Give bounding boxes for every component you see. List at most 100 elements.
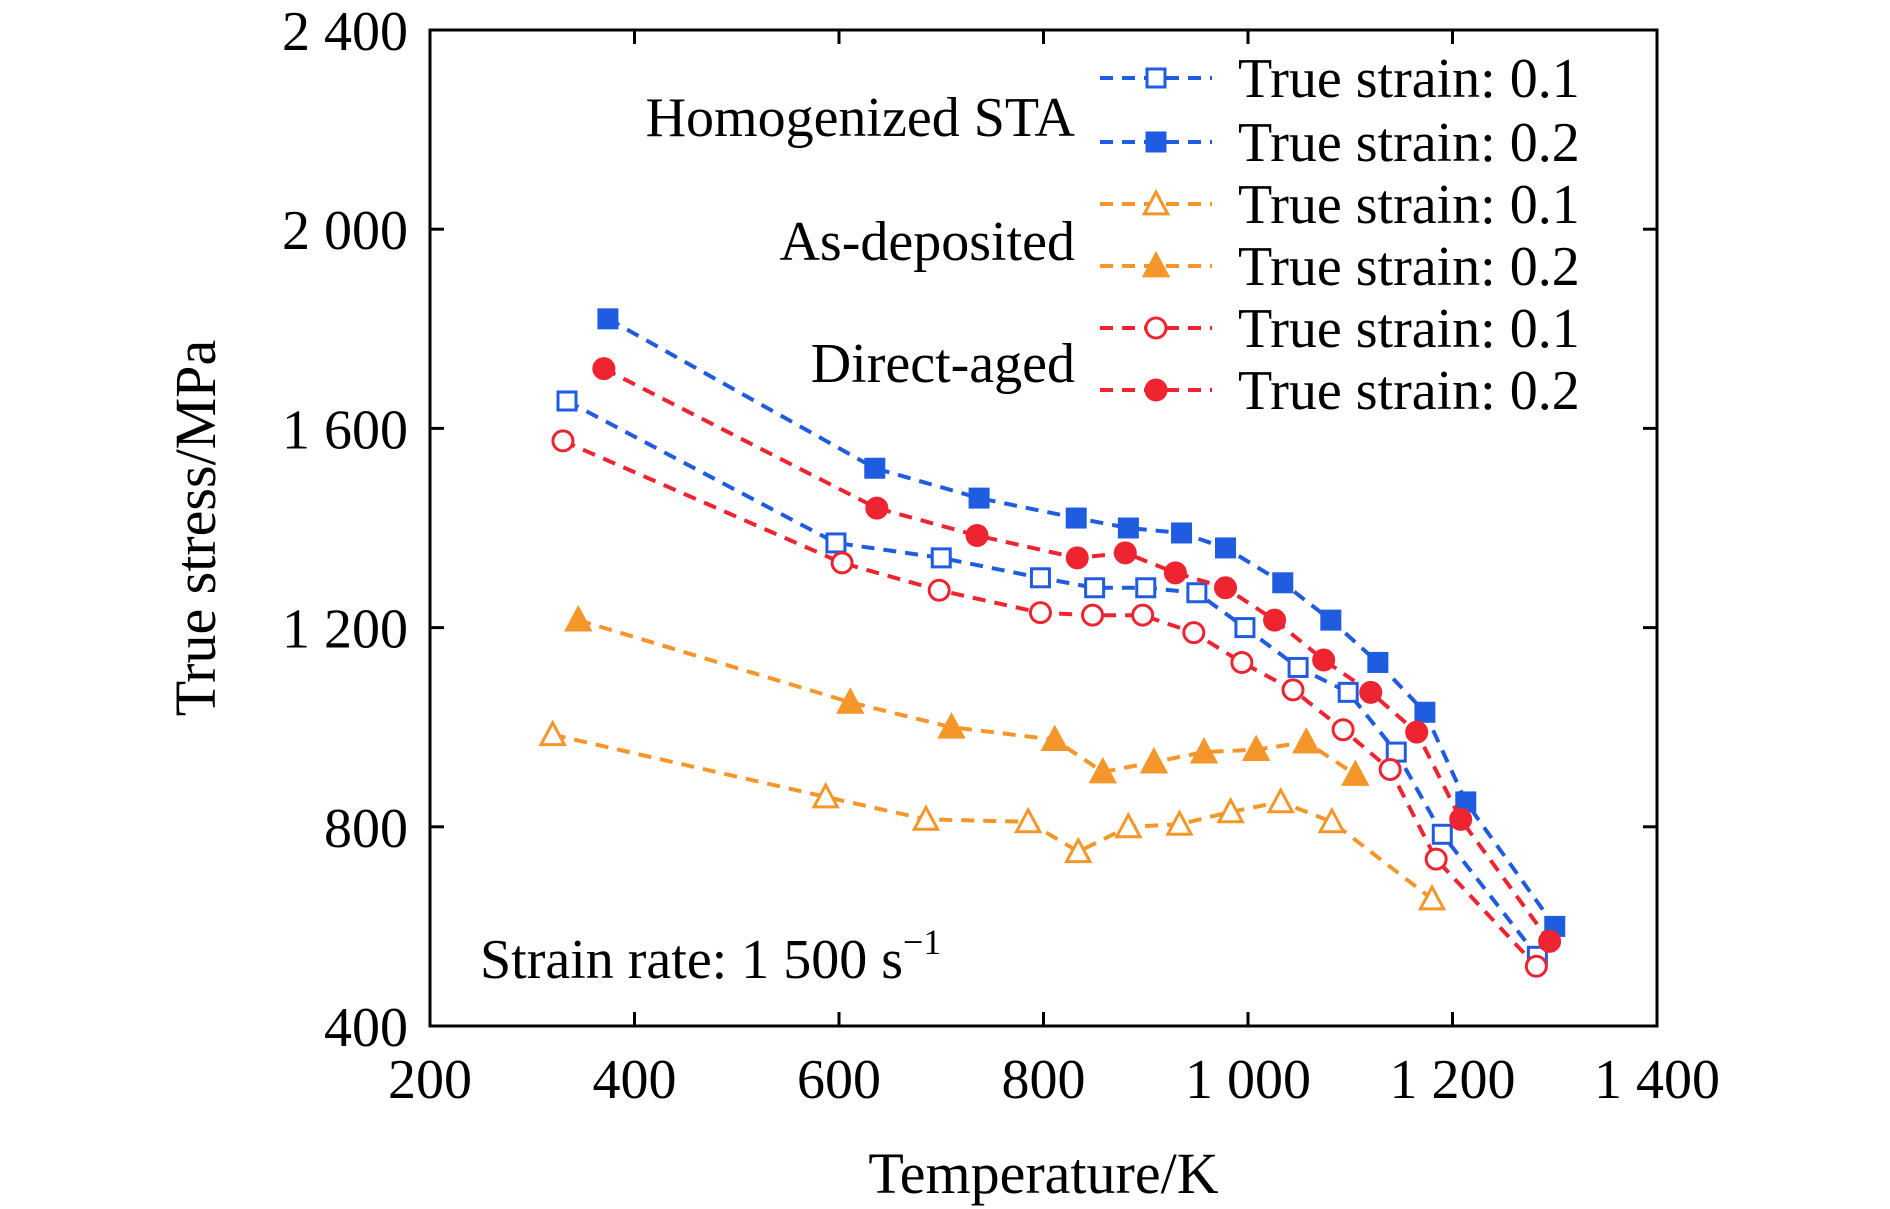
data-point — [1135, 577, 1157, 599]
data-point — [927, 578, 951, 602]
data-point — [1281, 678, 1305, 702]
data-point — [937, 712, 966, 739]
data-point — [1292, 727, 1321, 754]
legend-entry: True strain: 0.2 — [1100, 236, 1580, 298]
data-point — [1266, 786, 1295, 814]
series-line — [552, 732, 1434, 901]
strain-rate-annotation: Strain rate: 1 500 s−1 — [480, 922, 941, 991]
data-point — [592, 357, 616, 381]
data-point — [1215, 537, 1237, 559]
legend-label: True strain: 0.1 — [1238, 298, 1580, 360]
legend-label: True strain: 0.2 — [1238, 112, 1580, 174]
data-point — [965, 523, 989, 547]
data-point — [1230, 650, 1254, 674]
series-line — [566, 399, 1539, 958]
data-point — [1524, 954, 1548, 978]
data-point — [930, 547, 952, 569]
data-point — [1165, 809, 1194, 836]
data-point — [1182, 621, 1206, 645]
data-point — [556, 390, 578, 412]
series-0 — [556, 390, 1548, 967]
data-point — [1341, 759, 1370, 786]
series-5 — [592, 357, 1562, 953]
legend-label: True strain: 0.2 — [1238, 360, 1580, 422]
y-tick-label: 2 400 — [282, 1, 408, 63]
series-2 — [538, 719, 1447, 911]
data-point — [1234, 617, 1256, 639]
legend-entry: True strain: 0.2 — [1100, 360, 1580, 422]
data-point — [1145, 131, 1167, 153]
data-point — [968, 487, 990, 509]
annotation-text: Strain rate: 1 500 s — [480, 929, 903, 991]
x-tick-label: 1 000 — [1185, 1049, 1311, 1111]
y-axis-label: True stress/MPa — [163, 340, 228, 717]
x-axis-label: Temperature/K — [868, 1141, 1218, 1206]
legend-entry: True strain: 0.1 — [1100, 48, 1580, 110]
data-point — [1186, 582, 1208, 604]
data-point — [830, 551, 854, 575]
data-point — [1378, 758, 1402, 782]
legend-label: True strain: 0.2 — [1238, 236, 1580, 298]
legend-entry: True strain: 0.1 — [1100, 298, 1580, 360]
data-point — [1263, 608, 1287, 632]
data-point — [811, 781, 840, 809]
data-point — [564, 605, 593, 632]
data-point — [1320, 609, 1342, 631]
data-point — [911, 804, 941, 831]
series-3 — [564, 605, 1370, 786]
x-tick-label: 400 — [593, 1049, 677, 1111]
legend-label: True strain: 0.1 — [1238, 48, 1580, 110]
data-point — [1171, 522, 1193, 544]
data-point — [1145, 67, 1167, 89]
data-point — [1081, 603, 1105, 627]
data-point — [1088, 756, 1118, 784]
data-point — [1144, 378, 1168, 402]
data-point — [1367, 651, 1389, 673]
data-point — [865, 496, 889, 520]
data-point — [1144, 316, 1168, 340]
y-tick-label: 1 200 — [282, 599, 408, 661]
data-point — [1141, 250, 1171, 278]
annotation-superscript: −1 — [903, 922, 941, 962]
series-4 — [551, 429, 1548, 978]
x-tick-label: 1 400 — [1594, 1049, 1720, 1111]
legend-entry: True strain: 0.2 — [1100, 112, 1580, 174]
legend-group-label: Direct-aged — [811, 333, 1075, 395]
data-point — [1040, 724, 1069, 752]
data-point — [1013, 806, 1043, 834]
data-point — [1317, 806, 1347, 834]
legend-label: True strain: 0.1 — [1238, 174, 1580, 236]
data-point — [864, 457, 886, 479]
data-point — [1117, 517, 1139, 539]
data-point — [1424, 847, 1448, 871]
data-point — [1216, 796, 1245, 824]
data-point — [1272, 572, 1294, 594]
data-point — [538, 719, 567, 747]
legend-group-label: As-deposited — [779, 211, 1075, 273]
data-point — [1084, 577, 1106, 599]
data-point — [1029, 567, 1051, 589]
series-line — [577, 618, 1357, 777]
legend-entry: True strain: 0.1 — [1100, 174, 1580, 236]
data-point — [1241, 734, 1271, 762]
x-tick-label: 800 — [1002, 1049, 1086, 1111]
data-point — [1131, 603, 1155, 627]
data-point — [836, 687, 865, 714]
data-point — [1139, 746, 1169, 774]
x-tick-label: 1 200 — [1390, 1049, 1516, 1111]
data-point — [1312, 648, 1336, 672]
data-point — [1064, 836, 1093, 864]
data-point — [1214, 576, 1238, 600]
data-point — [1065, 507, 1087, 529]
data-point — [1028, 601, 1052, 625]
data-point — [1414, 701, 1436, 723]
data-point — [1538, 929, 1562, 953]
data-point — [551, 429, 575, 453]
legend-group-label: Homogenized STA — [646, 87, 1076, 149]
data-point — [1113, 541, 1137, 565]
data-point — [1405, 720, 1429, 744]
data-point — [1287, 656, 1309, 678]
data-point — [1189, 737, 1219, 764]
